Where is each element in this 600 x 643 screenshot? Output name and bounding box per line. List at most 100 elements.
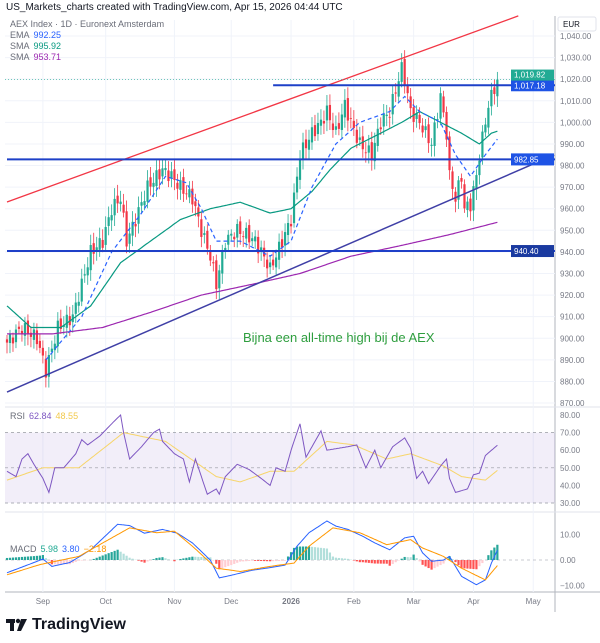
macd-histogram-bar	[340, 558, 343, 560]
candle-body	[448, 136, 451, 171]
chart-annotation[interactable]: Bijna een all-time high bij de AEX	[243, 330, 435, 345]
macd-histogram-bar	[263, 560, 266, 562]
candle-body	[400, 62, 403, 82]
candle-body	[340, 114, 343, 130]
tradingview-logo[interactable]: TradingView	[6, 616, 126, 634]
candle-body	[313, 125, 317, 137]
candle-body	[11, 337, 15, 344]
macd-histogram-bar	[71, 560, 74, 564]
candle-body	[394, 92, 397, 94]
price-tick-label: 1,000.00	[560, 118, 592, 127]
candle-body	[86, 267, 89, 276]
candle-body	[224, 247, 227, 251]
macd-histogram-bar	[436, 560, 439, 567]
candle-body	[379, 127, 382, 130]
candle-body	[397, 81, 400, 97]
candle-body	[179, 180, 182, 190]
macd-histogram-bar	[463, 560, 466, 569]
macd-histogram-bar	[56, 560, 59, 565]
candle-body	[236, 223, 239, 238]
candle-body	[388, 116, 391, 118]
candle-body	[280, 239, 284, 248]
macd-histogram-bar	[283, 560, 287, 561]
candle-body	[283, 232, 287, 246]
macd-histogram-bar	[152, 559, 155, 560]
macd-histogram-bar	[242, 560, 245, 562]
candle-body	[355, 129, 358, 143]
candle-body	[38, 340, 41, 348]
rsi-legend[interactable]: RSI 62.84 48.55	[10, 411, 78, 421]
candle-body	[50, 348, 53, 352]
candle-body	[131, 221, 134, 236]
candle-body	[218, 270, 221, 289]
candle-body	[26, 320, 30, 335]
candle-body	[176, 182, 179, 189]
macd-histogram-bar	[173, 560, 176, 562]
time-tick-label: 2026	[282, 597, 300, 606]
candle-body	[406, 85, 409, 94]
macd-histogram-bar	[355, 560, 358, 562]
macd-histogram-bar	[197, 556, 200, 560]
macd-histogram-bar	[370, 560, 373, 564]
candle-body	[74, 302, 77, 314]
macd-histogram-bar	[62, 560, 65, 565]
rsi-ma-line	[6, 432, 498, 483]
candle-body	[119, 201, 122, 205]
candle-body	[134, 223, 137, 227]
candle-body	[182, 177, 185, 194]
macd-histogram-bar	[427, 560, 430, 569]
currency-box	[557, 16, 597, 32]
horizontal-level-label: 1,017.18	[514, 81, 546, 90]
candle-body	[322, 121, 326, 124]
price-tick-label: 910.00	[560, 313, 585, 322]
candle-body	[325, 105, 329, 121]
candle-body	[206, 230, 209, 249]
macd-histogram-bar	[41, 555, 44, 560]
sma1-legend[interactable]: SMA 995.92	[10, 41, 61, 51]
candle-body	[334, 126, 337, 130]
macd-histogram-bar	[239, 560, 242, 562]
macd-histogram-bar	[77, 560, 80, 561]
candle-body	[227, 234, 230, 245]
candle-body	[346, 98, 349, 121]
macd-histogram-bar	[74, 560, 77, 562]
candle-body	[98, 238, 101, 250]
macd-histogram-bar	[23, 556, 27, 560]
candle-body	[8, 334, 12, 343]
macd-histogram-bar	[364, 560, 367, 563]
macd-histogram-bar	[376, 560, 379, 564]
candle-body	[352, 120, 355, 128]
macd-legend[interactable]: MACD 5.98 3.80 −2.18	[10, 544, 106, 554]
macd-histogram-bar	[32, 556, 36, 560]
macd-histogram-bar	[5, 557, 9, 560]
candle-body	[125, 211, 128, 247]
candle-body	[116, 195, 119, 204]
symbol-title[interactable]: AEX Index · 1D · Euronext Amsterdam	[10, 19, 165, 29]
macd-histogram-bar	[119, 551, 122, 560]
macd-histogram-bar	[382, 560, 385, 564]
candle-body	[53, 343, 56, 351]
candle-body	[430, 144, 433, 146]
macd-histogram-bar	[466, 560, 469, 569]
macd-signal-line	[6, 527, 498, 581]
macd-tick-label: 10.00	[560, 531, 581, 540]
candle-body	[170, 171, 173, 179]
ema-legend[interactable]: EMA 992.25	[10, 30, 61, 40]
candle-body	[373, 142, 376, 162]
macd-histogram-bar	[155, 557, 158, 560]
macd-histogram-bar	[206, 557, 209, 560]
sma2-legend[interactable]: SMA 953.71	[10, 52, 61, 62]
macd-histogram-bar	[143, 560, 146, 563]
macd-histogram-bar	[116, 549, 119, 560]
macd-histogram-bar	[98, 556, 101, 560]
candle-body	[463, 184, 466, 209]
macd-histogram-bar	[29, 556, 33, 560]
macd-histogram-bar	[286, 556, 290, 560]
candle-body	[161, 168, 164, 177]
candle-body	[167, 170, 170, 182]
candle-body	[418, 114, 421, 124]
ema-value: 992.25	[33, 30, 62, 40]
candle-body	[233, 236, 236, 240]
price-tick-label: 1,040.00	[560, 32, 592, 41]
